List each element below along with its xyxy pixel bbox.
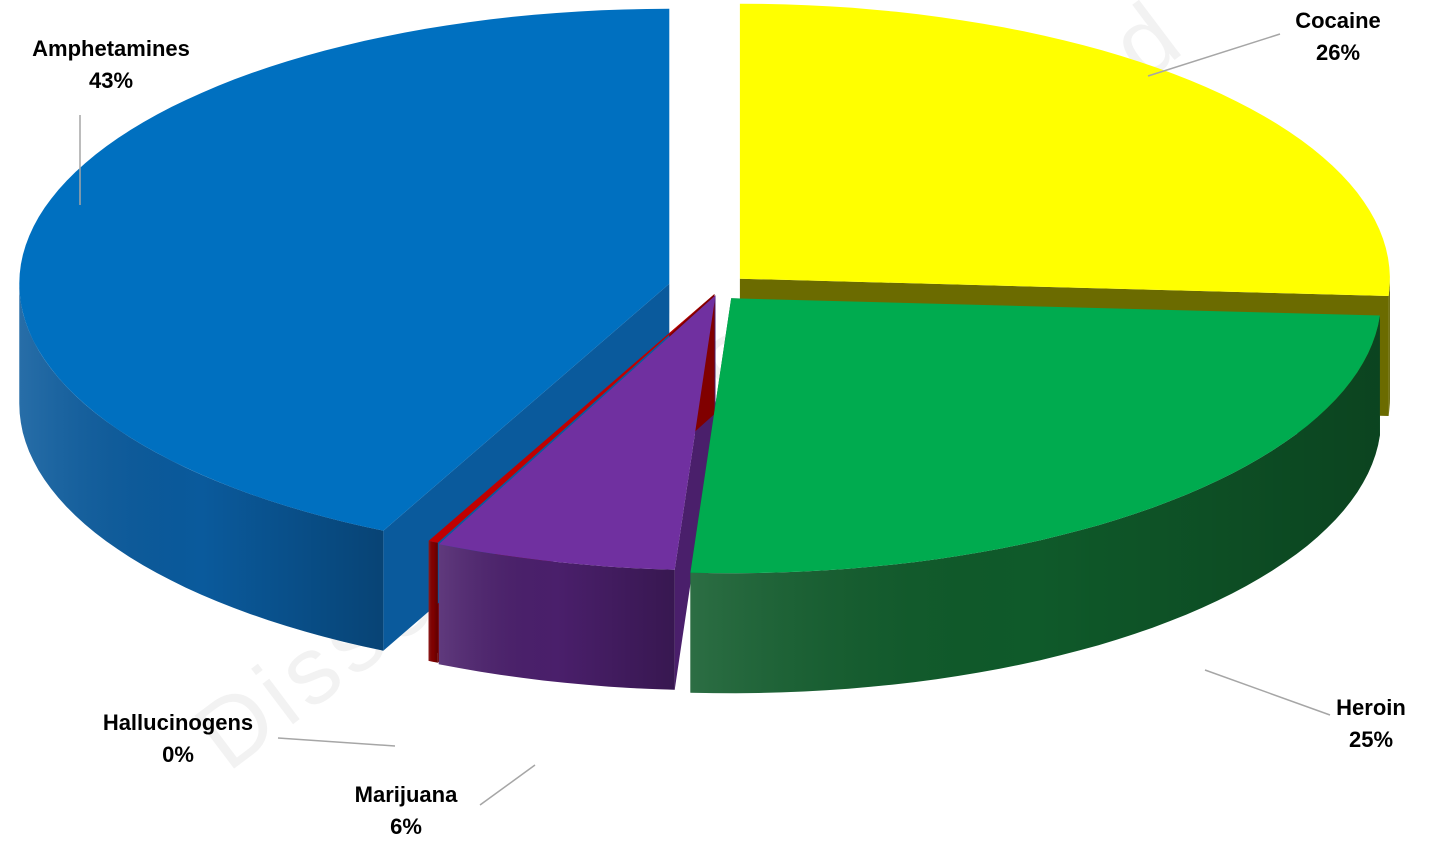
slice-hallucinogens: [428, 294, 715, 543]
data-label-value-marijuana: 6%: [390, 814, 422, 839]
data-label-value-hallucinogens: 0%: [162, 742, 194, 767]
pie-label-layer: Cocaine 26% Heroin 25% Marijuana 6% Hallucinog…: [32, 8, 1406, 839]
slice-side-shade-heroin: [690, 315, 1380, 694]
slice-side-shade-hallucinogens: [428, 540, 438, 663]
data-label-name-hallucinogens: Hallucinogens: [103, 710, 253, 735]
slice-marijuana: [438, 295, 716, 570]
data-label-name-marijuana: Marijuana: [355, 782, 458, 807]
leader-line-marijuana: [479, 764, 536, 806]
slice-side-shade-marijuana: [438, 544, 675, 690]
data-label-name-heroin: Heroin: [1336, 695, 1406, 720]
data-label-value-cocaine: 26%: [1316, 40, 1360, 65]
slice-cocaine: [739, 3, 1390, 296]
slice-amphetamines: [19, 8, 670, 531]
slice-side-shade-amphetamines: [19, 283, 384, 651]
data-label-name-cocaine: Cocaine: [1295, 8, 1381, 33]
data-label-value-amphetamines: 43%: [89, 68, 133, 93]
pie-top-layer: [19, 3, 1390, 574]
slice-side-shade-cocaine: [1388, 278, 1390, 416]
data-label-name-amphetamines: Amphetamines: [32, 36, 190, 61]
slice-heroin: [690, 298, 1380, 574]
leader-line-cocaine: [1147, 33, 1281, 77]
data-label-value-heroin: 25%: [1349, 727, 1393, 752]
leader-line-hallucinogens: [277, 737, 396, 747]
leader-line-heroin: [1204, 669, 1331, 716]
